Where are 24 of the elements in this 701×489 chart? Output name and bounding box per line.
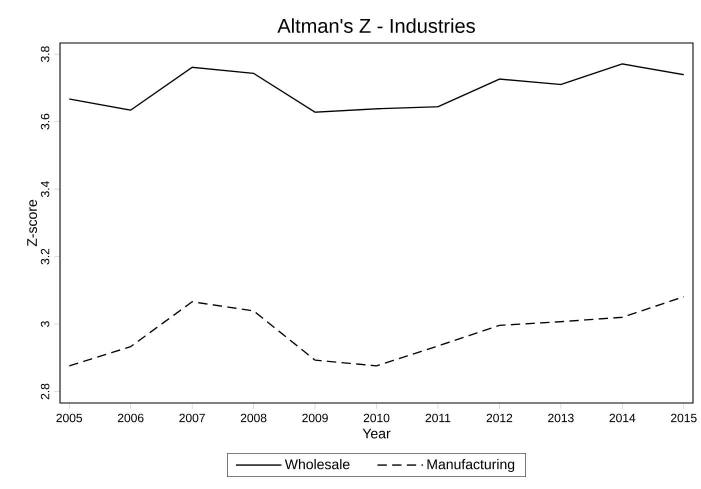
y-tick-label: 3 (40, 321, 50, 327)
x-tick-label: 2011 (426, 414, 450, 422)
y-tick-label: 3.2 (40, 248, 50, 264)
y-tick-label: 3.8 (40, 46, 50, 62)
x-tick-label: 2005 (56, 414, 82, 422)
legend-label: Manufacturing (427, 458, 514, 472)
y-axis-title: Z-score (27, 200, 37, 246)
y-tick-label: 3.6 (40, 114, 50, 130)
x-tick-label: 2010 (364, 414, 390, 422)
x-tick-label: 2006 (118, 414, 144, 422)
x-tick-label: 2015 (671, 414, 697, 422)
x-tick-label: 2007 (179, 414, 205, 422)
legend-label: Wholesale (284, 458, 350, 470)
x-tick-label: 2012 (486, 414, 512, 422)
line-series (68, 63, 684, 113)
x-tick-label: 2008 (240, 414, 266, 422)
line-series (68, 296, 684, 367)
x-tick-label: 2013 (548, 414, 574, 422)
chart-title: Altman's Z - Industries (277, 18, 475, 33)
x-tick-label: 2009 (302, 414, 328, 422)
y-tick-label: 3.4 (40, 181, 50, 197)
y-tick-label: 2.8 (40, 384, 50, 400)
x-axis-title: Year (362, 428, 390, 438)
x-tick-label: 2014 (610, 414, 636, 422)
